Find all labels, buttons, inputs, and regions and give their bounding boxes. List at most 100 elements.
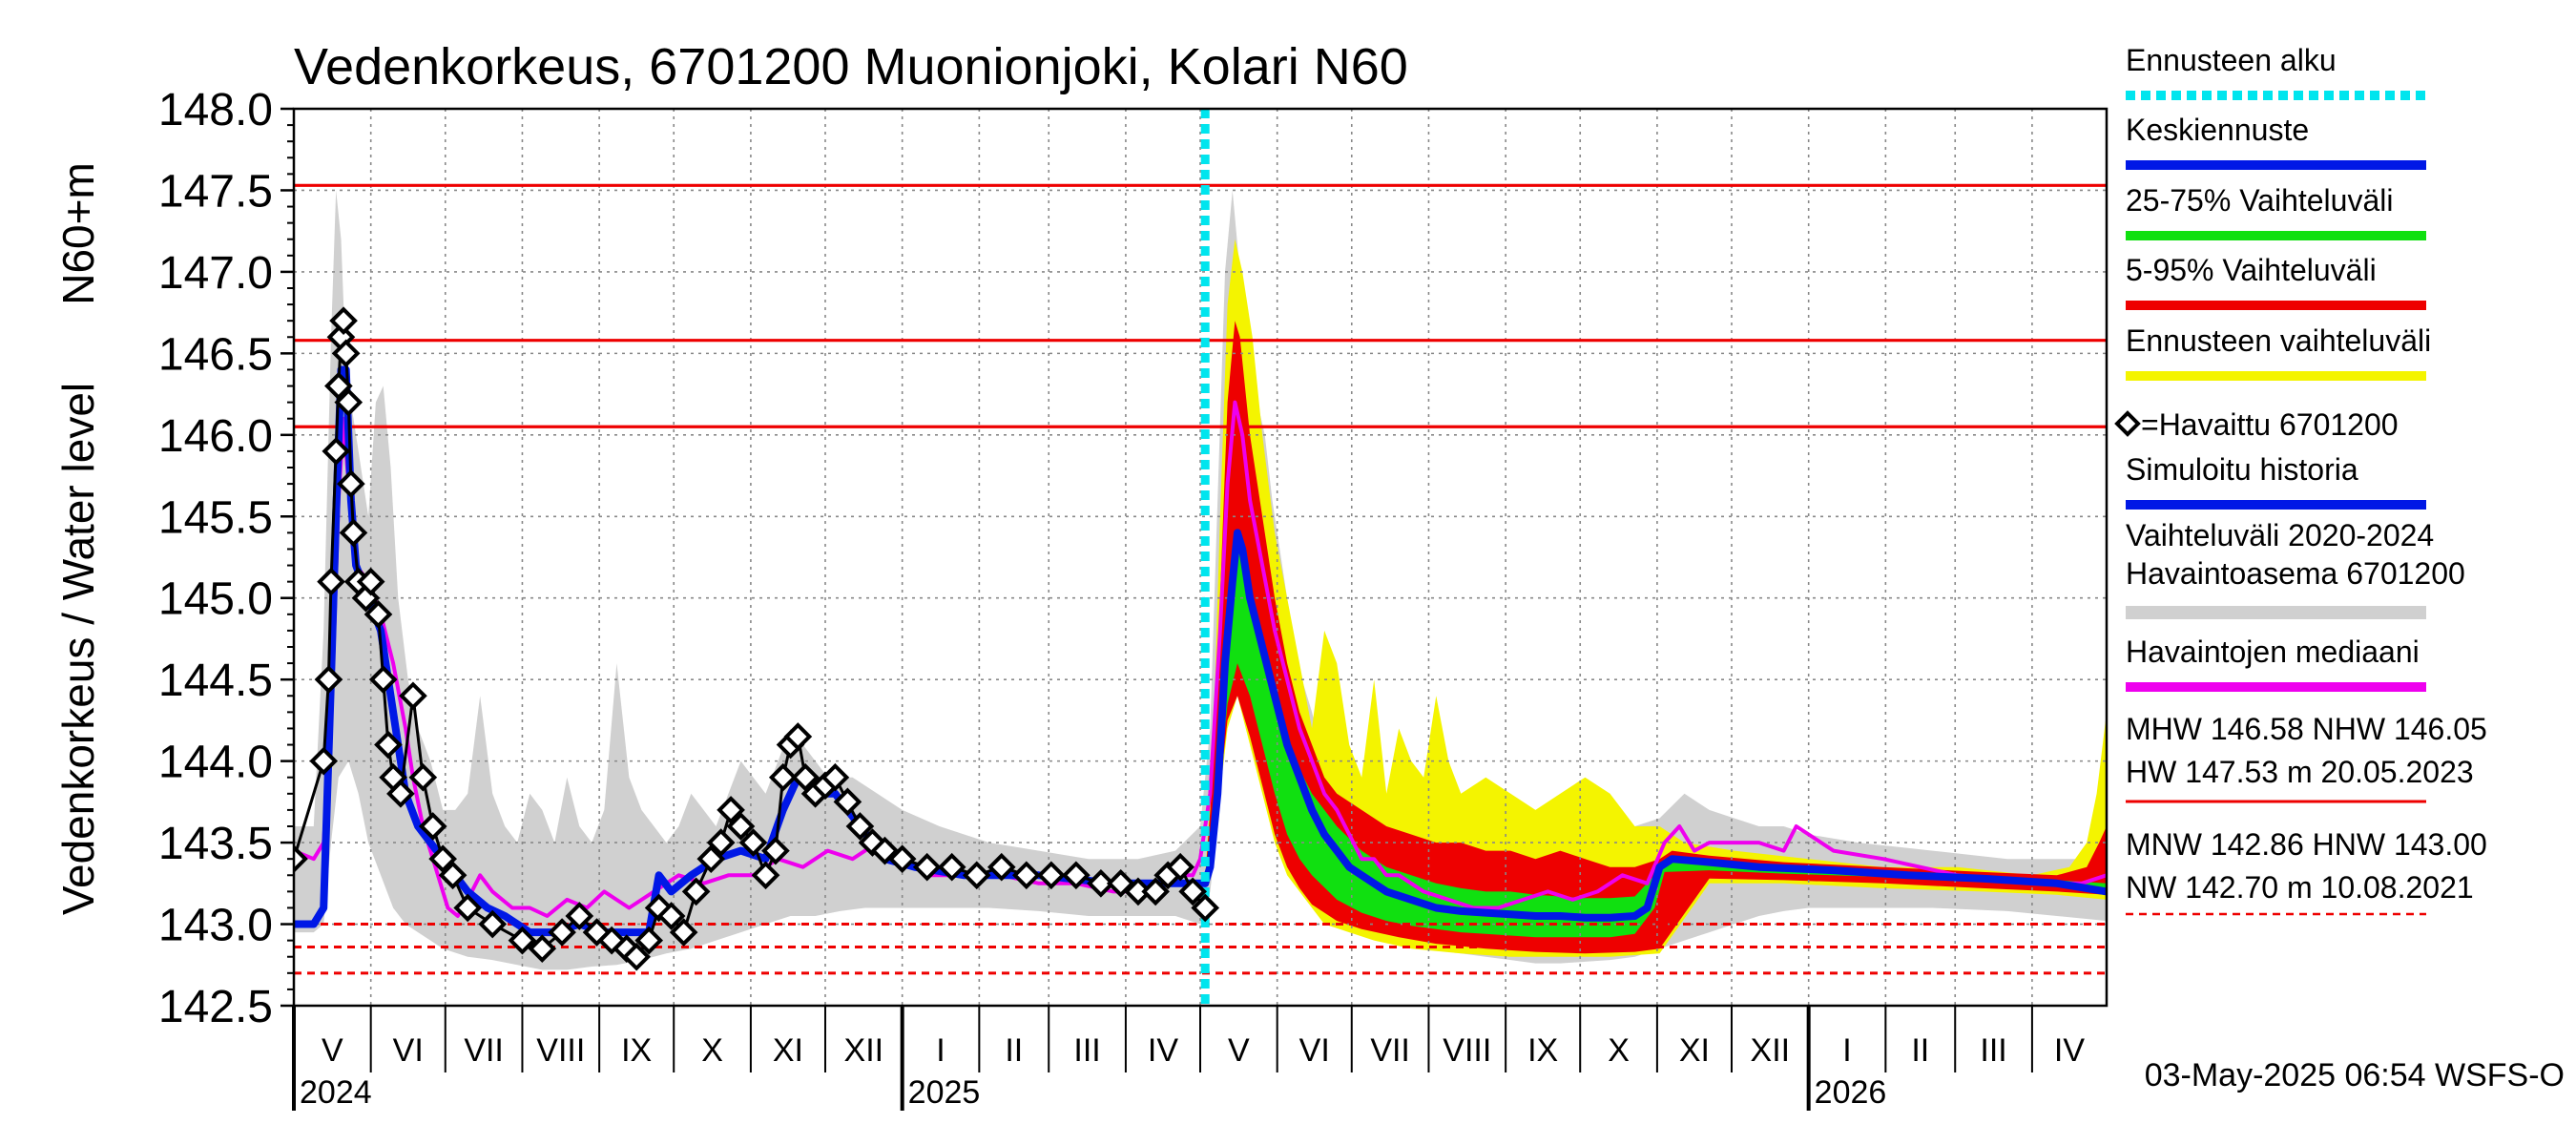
observed-marker: [317, 567, 345, 596]
stats-label: NW 142.70 m 10.08.2021: [2126, 870, 2474, 905]
observed-marker: [1166, 852, 1195, 882]
observed-marker: [324, 371, 353, 401]
observed-marker: [833, 787, 862, 817]
x-month-label: VII: [1370, 1032, 1410, 1069]
observed-marker: [912, 852, 942, 882]
observed-marker: [294, 844, 308, 874]
observed-marker: [1087, 868, 1115, 898]
observed-marker: [717, 796, 745, 824]
x-month-label: IX: [621, 1032, 652, 1069]
x-month-label: VIII: [1443, 1032, 1491, 1069]
observed-marker: [322, 437, 351, 466]
y-tick-label: 146.5: [158, 329, 273, 380]
observed-marker: [428, 844, 457, 874]
legend-label: =Havaittu 6701200: [2141, 407, 2399, 442]
stats-label: HW 147.53 m 20.05.2023: [2126, 755, 2474, 789]
observed-marker: [334, 387, 364, 417]
observed-marker: [726, 812, 756, 841]
legend-label: Ennusteen alku: [2126, 43, 2337, 77]
observed-marker: [1037, 861, 1066, 890]
observed-marker: [368, 665, 398, 695]
legend: Ennusteen alku Keskiennuste 25-75% Vaihtel…: [2114, 43, 2487, 916]
y-axis-label-right: N60+m: [53, 162, 103, 305]
x-month-label: VII: [464, 1032, 504, 1069]
observed-marker: [962, 861, 991, 890]
observed-marker: [761, 836, 790, 865]
legend-label: Simuloitu historia: [2126, 452, 2358, 487]
x-month-label: VIII: [536, 1032, 585, 1069]
x-year-label: 2025: [908, 1074, 981, 1111]
observed-marker: [644, 893, 674, 923]
legend-label: 5-95% Vaihteluväli: [2126, 253, 2377, 287]
observed-marker: [356, 567, 385, 596]
x-month-label: III: [1073, 1032, 1100, 1069]
observed-marker: [622, 942, 652, 971]
observed-marker: [453, 893, 483, 923]
x-month-label: XI: [773, 1032, 803, 1069]
x-month-label: XI: [1679, 1032, 1710, 1069]
x-month-label: XII: [1751, 1032, 1791, 1069]
observed-marker: [751, 861, 780, 890]
observed-marker: [331, 339, 361, 368]
legend-label: Keskiennuste: [2126, 113, 2309, 147]
y-tick-label: 144.0: [158, 738, 273, 788]
observed-marker: [438, 861, 467, 890]
observed-markers: [294, 306, 1220, 971]
y-tick-label: 142.5: [158, 982, 273, 1032]
y-tick-label: 147.5: [158, 166, 273, 217]
x-month-label: X: [701, 1032, 723, 1069]
x-month-label: V: [1228, 1032, 1250, 1069]
x-year-label: 2026: [1815, 1074, 1887, 1111]
observed-marker: [656, 902, 686, 930]
observed-marker: [478, 909, 508, 939]
observed-marker: [386, 779, 415, 808]
timestamp-label: 03-May-2025 06:54 WSFS-O: [2145, 1057, 2565, 1093]
variation-bands: [294, 190, 2107, 970]
observed-marker: [1141, 877, 1170, 906]
observed-marker: [681, 877, 711, 906]
observed-marker: [696, 844, 726, 874]
observed-marker: [337, 469, 365, 498]
x-month-label: I: [936, 1032, 945, 1069]
x-month-label: IV: [2054, 1032, 2085, 1069]
observed-marker: [821, 762, 850, 792]
observed-marker: [887, 844, 917, 874]
band-forecast-range: [1205, 239, 2107, 957]
y-tick-label: 146.0: [158, 411, 273, 462]
observed-marker: [706, 828, 736, 857]
stats-label: MNW 142.86 HNW 143.00: [2126, 827, 2487, 862]
stats-label: MHW 146.58 NHW 146.05: [2126, 712, 2487, 746]
axes: 148.0 147.5 147.0 146.5 146.0 145.5 145.0 144.5…: [158, 85, 2109, 1111]
y-tick-label: 143.5: [158, 819, 273, 869]
observed-marker: [987, 852, 1016, 882]
observed-marker: [399, 681, 427, 711]
y-tick-label: 145.0: [158, 574, 273, 625]
observed-marker: [339, 518, 368, 548]
observed-marker: [528, 934, 557, 964]
observed-marker: [1062, 861, 1091, 890]
observed-marker: [634, 926, 664, 955]
legend-label: Ennusteen vaihteluväli: [2126, 323, 2431, 358]
x-month-label: X: [1608, 1032, 1630, 1069]
y-tick-label: 143.0: [158, 901, 273, 951]
x-month-label: II: [1911, 1032, 1929, 1069]
x-month-label: XII: [844, 1032, 884, 1069]
legend-label: Vaihteluväli 2020-2024: [2126, 518, 2434, 552]
legend-marker-observed: [2114, 410, 2141, 437]
observed-marker: [508, 926, 537, 955]
x-month-label: VI: [1299, 1032, 1330, 1069]
x-month-label: I: [1842, 1032, 1851, 1069]
observed-marker: [408, 762, 438, 792]
observed-marker: [418, 812, 447, 841]
x-month-label: III: [1980, 1032, 2006, 1069]
y-tick-label: 144.5: [158, 656, 273, 706]
y-tick-label: 147.0: [158, 248, 273, 299]
y-axis-label-left: Vedenkorkeus / Water level: [53, 383, 103, 915]
observed-marker: [309, 746, 339, 776]
observed-marker: [1011, 861, 1041, 890]
x-month-label: IV: [1148, 1032, 1178, 1069]
observed-marker: [783, 722, 813, 751]
observed-marker: [669, 918, 698, 947]
observed-marker: [791, 762, 820, 792]
observed-marker: [768, 762, 798, 792]
